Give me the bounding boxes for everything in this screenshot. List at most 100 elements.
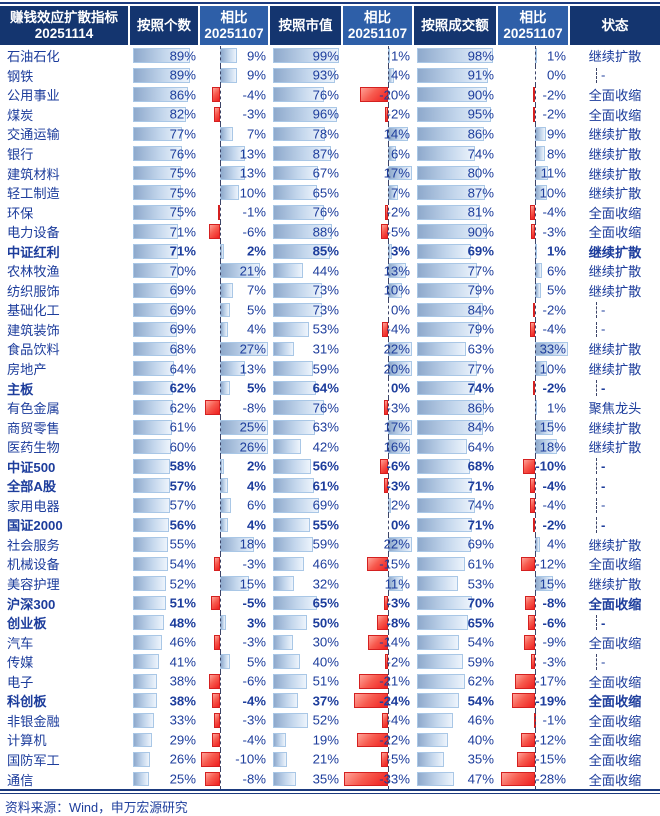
diff-text: 5% — [246, 302, 266, 318]
status-axis-line — [596, 614, 597, 631]
row-label: 美容护理 — [7, 577, 60, 593]
diff-cell-by_count_chg: 25% — [200, 417, 270, 437]
status-text: 全面收缩 — [588, 713, 642, 729]
value-text: 69% — [312, 497, 339, 513]
status-cell: 继续扩散 — [570, 241, 660, 261]
value-cell-by_count: 86% — [130, 85, 200, 105]
value-bar — [417, 302, 483, 318]
zero-axis-line — [220, 749, 221, 770]
row-label: 汽车 — [7, 635, 34, 651]
value-cell-by_mcap: 52% — [270, 711, 343, 731]
value-cell-by_mcap: 99% — [270, 46, 343, 66]
status-cell: 继续扩散 — [570, 574, 660, 594]
diff-bar-negative — [385, 107, 388, 122]
diff-bar-negative — [382, 712, 388, 728]
diff-cell-by_turnover_chg: -1% — [498, 710, 570, 731]
value-bar — [133, 712, 155, 728]
value-bar — [133, 282, 178, 298]
diff-text: 13% — [239, 361, 266, 377]
zero-axis-line — [388, 632, 389, 652]
diff-text: -4% — [242, 732, 266, 748]
zero-axis-line — [388, 417, 389, 437]
zero-axis-line — [220, 476, 221, 496]
zero-axis-line — [220, 339, 221, 359]
value-cell-by_count: 55% — [130, 535, 200, 555]
value-bar — [273, 712, 308, 728]
value-cell-by_mcap: 51% — [270, 672, 343, 692]
value-bar — [133, 478, 170, 494]
value-cell-by_mcap: 85% — [270, 241, 343, 261]
value-text: 32% — [312, 576, 339, 592]
value-text: 55% — [312, 517, 339, 533]
diff-bar-positive — [220, 282, 234, 298]
status-text: 全面收缩 — [588, 88, 642, 104]
value-cell-by_mcap: 73% — [270, 300, 343, 320]
diff-bar-negative — [531, 224, 535, 240]
row-label: 钢铁 — [7, 68, 34, 84]
diff-bar-positive — [220, 380, 230, 396]
diff-text: -2% — [542, 106, 566, 122]
diff-text: 15% — [539, 419, 566, 435]
diff-text: 15% — [539, 576, 566, 592]
status-cell: 全面收缩 — [570, 750, 660, 770]
zero-axis-line — [220, 104, 221, 125]
diff-bar-negative — [376, 615, 388, 631]
value-cell-by_turnover: 63% — [414, 339, 498, 359]
diff-text: 10% — [539, 185, 566, 201]
value-cell-by_turnover: 80% — [414, 163, 498, 183]
zero-axis-line — [388, 339, 389, 359]
status-text: - — [601, 478, 606, 494]
value-text: 38% — [169, 673, 196, 689]
diff-cell-by_turnover_chg: -3% — [498, 221, 570, 242]
diff-cell-by_mcap_chg: -22% — [343, 730, 414, 750]
status-text: - — [601, 380, 606, 396]
value-text: 82% — [169, 106, 196, 122]
value-cell-by_count: 77% — [130, 124, 200, 144]
value-bar — [417, 732, 449, 748]
value-bar — [133, 224, 179, 240]
row-label: 石油石化 — [7, 49, 60, 65]
value-text: 78% — [312, 126, 339, 142]
diff-bar-positive — [535, 146, 545, 161]
value-bar — [133, 458, 171, 474]
diff-cell-by_turnover_chg: -2% — [498, 378, 570, 398]
value-text: 51% — [312, 673, 339, 689]
zero-axis-line — [220, 358, 221, 379]
zero-axis-line — [535, 476, 536, 496]
status-text: 继续扩散 — [588, 577, 642, 593]
diff-cell-by_count_chg: 4% — [200, 515, 270, 535]
value-text: 89% — [169, 48, 196, 64]
diff-cell-by_turnover_chg: 1% — [498, 46, 570, 66]
diff-cell-by_mcap_chg: -2% — [343, 651, 414, 672]
value-bar — [133, 497, 170, 513]
diff-cell-by_turnover_chg: -19% — [498, 691, 570, 711]
value-bar — [417, 243, 471, 259]
value-text: 69% — [169, 321, 196, 337]
table-row: 房地产 64% 13% 59% 20% 77% 10% 继续扩散 — [0, 358, 660, 379]
diff-cell-by_turnover_chg: -12% — [498, 730, 570, 750]
diff-cell-by_turnover_chg: 1% — [498, 397, 570, 418]
zero-axis-line — [535, 573, 536, 594]
header-cell-mcap-chg: 相比 20251107 — [343, 6, 414, 45]
header-count-chg-label: 相比 — [220, 9, 248, 25]
diff-bar-negative — [520, 556, 535, 572]
value-cell-by_mcap: 32% — [270, 574, 343, 594]
diff-bar-negative — [210, 595, 220, 611]
value-cell-by_turnover: 62% — [414, 672, 498, 692]
value-text: 56% — [169, 517, 196, 533]
value-cell-by_count: 38% — [130, 691, 200, 711]
zero-axis-line — [535, 495, 536, 516]
row-label: 交通运输 — [7, 127, 60, 143]
zero-axis-line — [220, 612, 221, 633]
value-text: 57% — [169, 478, 196, 494]
value-text: 54% — [169, 556, 196, 572]
diff-cell-by_count_chg: -8% — [200, 769, 270, 789]
value-bar — [133, 302, 178, 318]
status-cell: - — [570, 613, 660, 633]
zero-axis-line — [388, 612, 389, 633]
header-index-title: 赚钱效应扩散指标 — [10, 9, 118, 25]
header-cell-by-mcap: 按照市值 — [270, 6, 343, 45]
value-text: 62% — [467, 673, 494, 689]
table-row: 轻工制造 75% 10% 65% 7% 87% 10% 继续扩散 — [0, 182, 660, 203]
zero-axis-line — [220, 671, 221, 692]
